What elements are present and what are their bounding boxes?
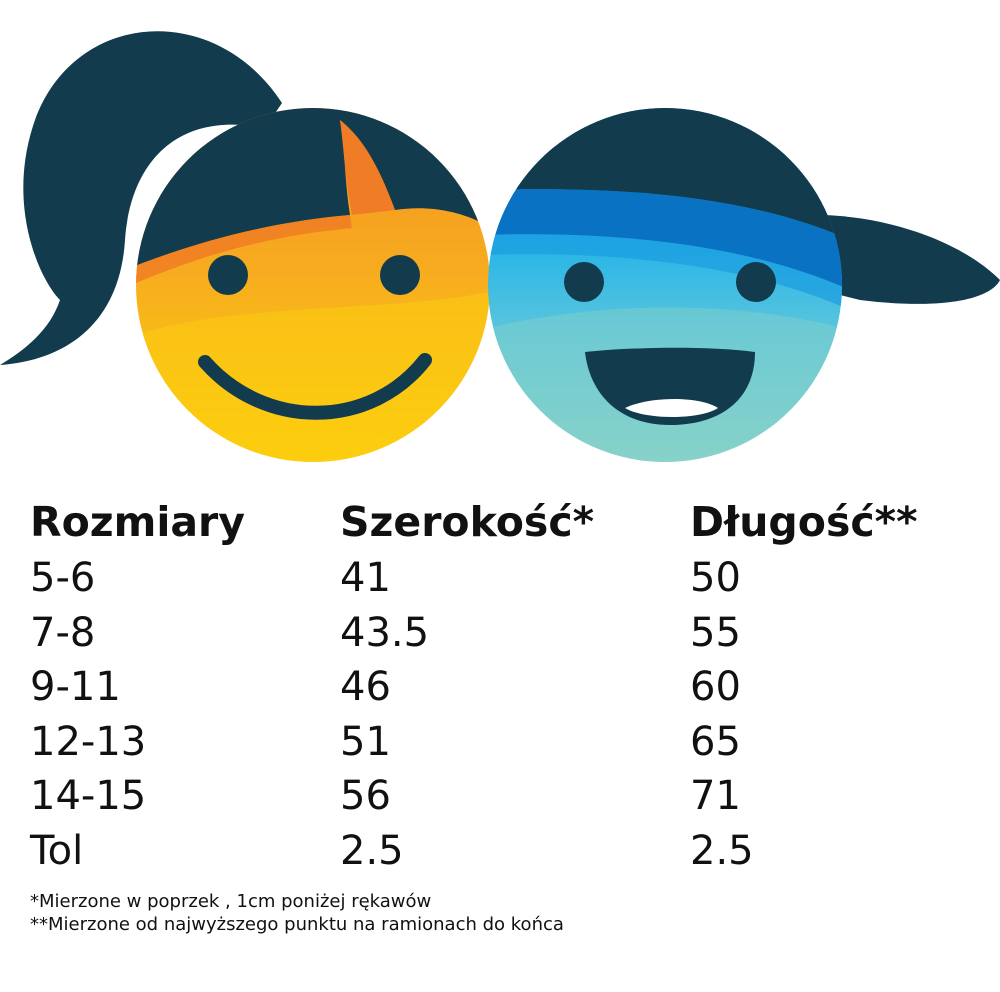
- table-row: 5-6 41 50: [0, 551, 1000, 606]
- length-cell: 55: [690, 609, 741, 656]
- boy-left-eye: [564, 262, 604, 302]
- girl-fringe: [340, 120, 395, 215]
- footnote-width: *Mierzone w poprzek , 1cm poniżej rękawó…: [30, 891, 432, 912]
- width-cell: 41: [340, 555, 391, 601]
- table-row: 7-8 43.5 55: [0, 606, 1000, 661]
- table-row: 9-11 46 60: [0, 660, 1000, 715]
- size-cell: 5-6: [30, 555, 96, 601]
- length-cell: 60: [690, 664, 741, 710]
- width-cell: 46: [340, 664, 391, 710]
- length-cell: 71: [690, 773, 741, 819]
- boy-teeth: [625, 399, 718, 417]
- size-cell: 7-8: [30, 609, 96, 656]
- cap-band: [488, 189, 842, 290]
- width-cell: 51: [340, 718, 391, 765]
- table-row: 12-13 51 65: [0, 715, 1000, 770]
- size-cell: 14-15: [30, 773, 147, 819]
- cap-crown: [488, 108, 842, 240]
- table-header: Rozmiary Szerokość* Długość**: [0, 495, 1000, 551]
- girl-hair: [136, 108, 490, 272]
- header-width: Szerokość*: [340, 498, 595, 546]
- ponytail: [0, 31, 282, 366]
- length-cell: 2.5: [690, 827, 754, 874]
- girl-left-eye: [208, 255, 248, 295]
- width-cell: 43.5: [340, 609, 430, 656]
- footnotes: *Mierzone w poprzek , 1cm poniżej rękawó…: [30, 890, 564, 936]
- table-row: Tol 2.5 2.5: [0, 824, 1000, 879]
- width-cell: 56: [340, 773, 391, 819]
- size-cell: 9-11: [30, 664, 121, 710]
- size-cell: 12-13: [30, 718, 147, 765]
- header-length: Długość**: [690, 498, 918, 546]
- size-cell: Tol: [30, 827, 84, 874]
- length-cell: 50: [690, 555, 741, 601]
- header-size: Rozmiary: [30, 498, 245, 546]
- cap-brim: [800, 214, 1000, 304]
- girl-right-eye: [380, 255, 420, 295]
- table-row: 14-15 56 71: [0, 769, 1000, 824]
- footnote-length: **Mierzone od najwyższego punktu na rami…: [30, 914, 564, 935]
- boy-face-icon: [488, 108, 1000, 462]
- kids-faces-illustration: [0, 31, 1000, 462]
- size-table: Rozmiary Szerokość* Długość** 5-6 41 50 …: [0, 495, 1000, 878]
- girl-smile: [198, 353, 432, 420]
- boy-right-eye: [736, 262, 776, 302]
- width-cell: 2.5: [340, 827, 404, 874]
- girl-face-icon: [0, 31, 490, 462]
- length-cell: 65: [690, 718, 741, 765]
